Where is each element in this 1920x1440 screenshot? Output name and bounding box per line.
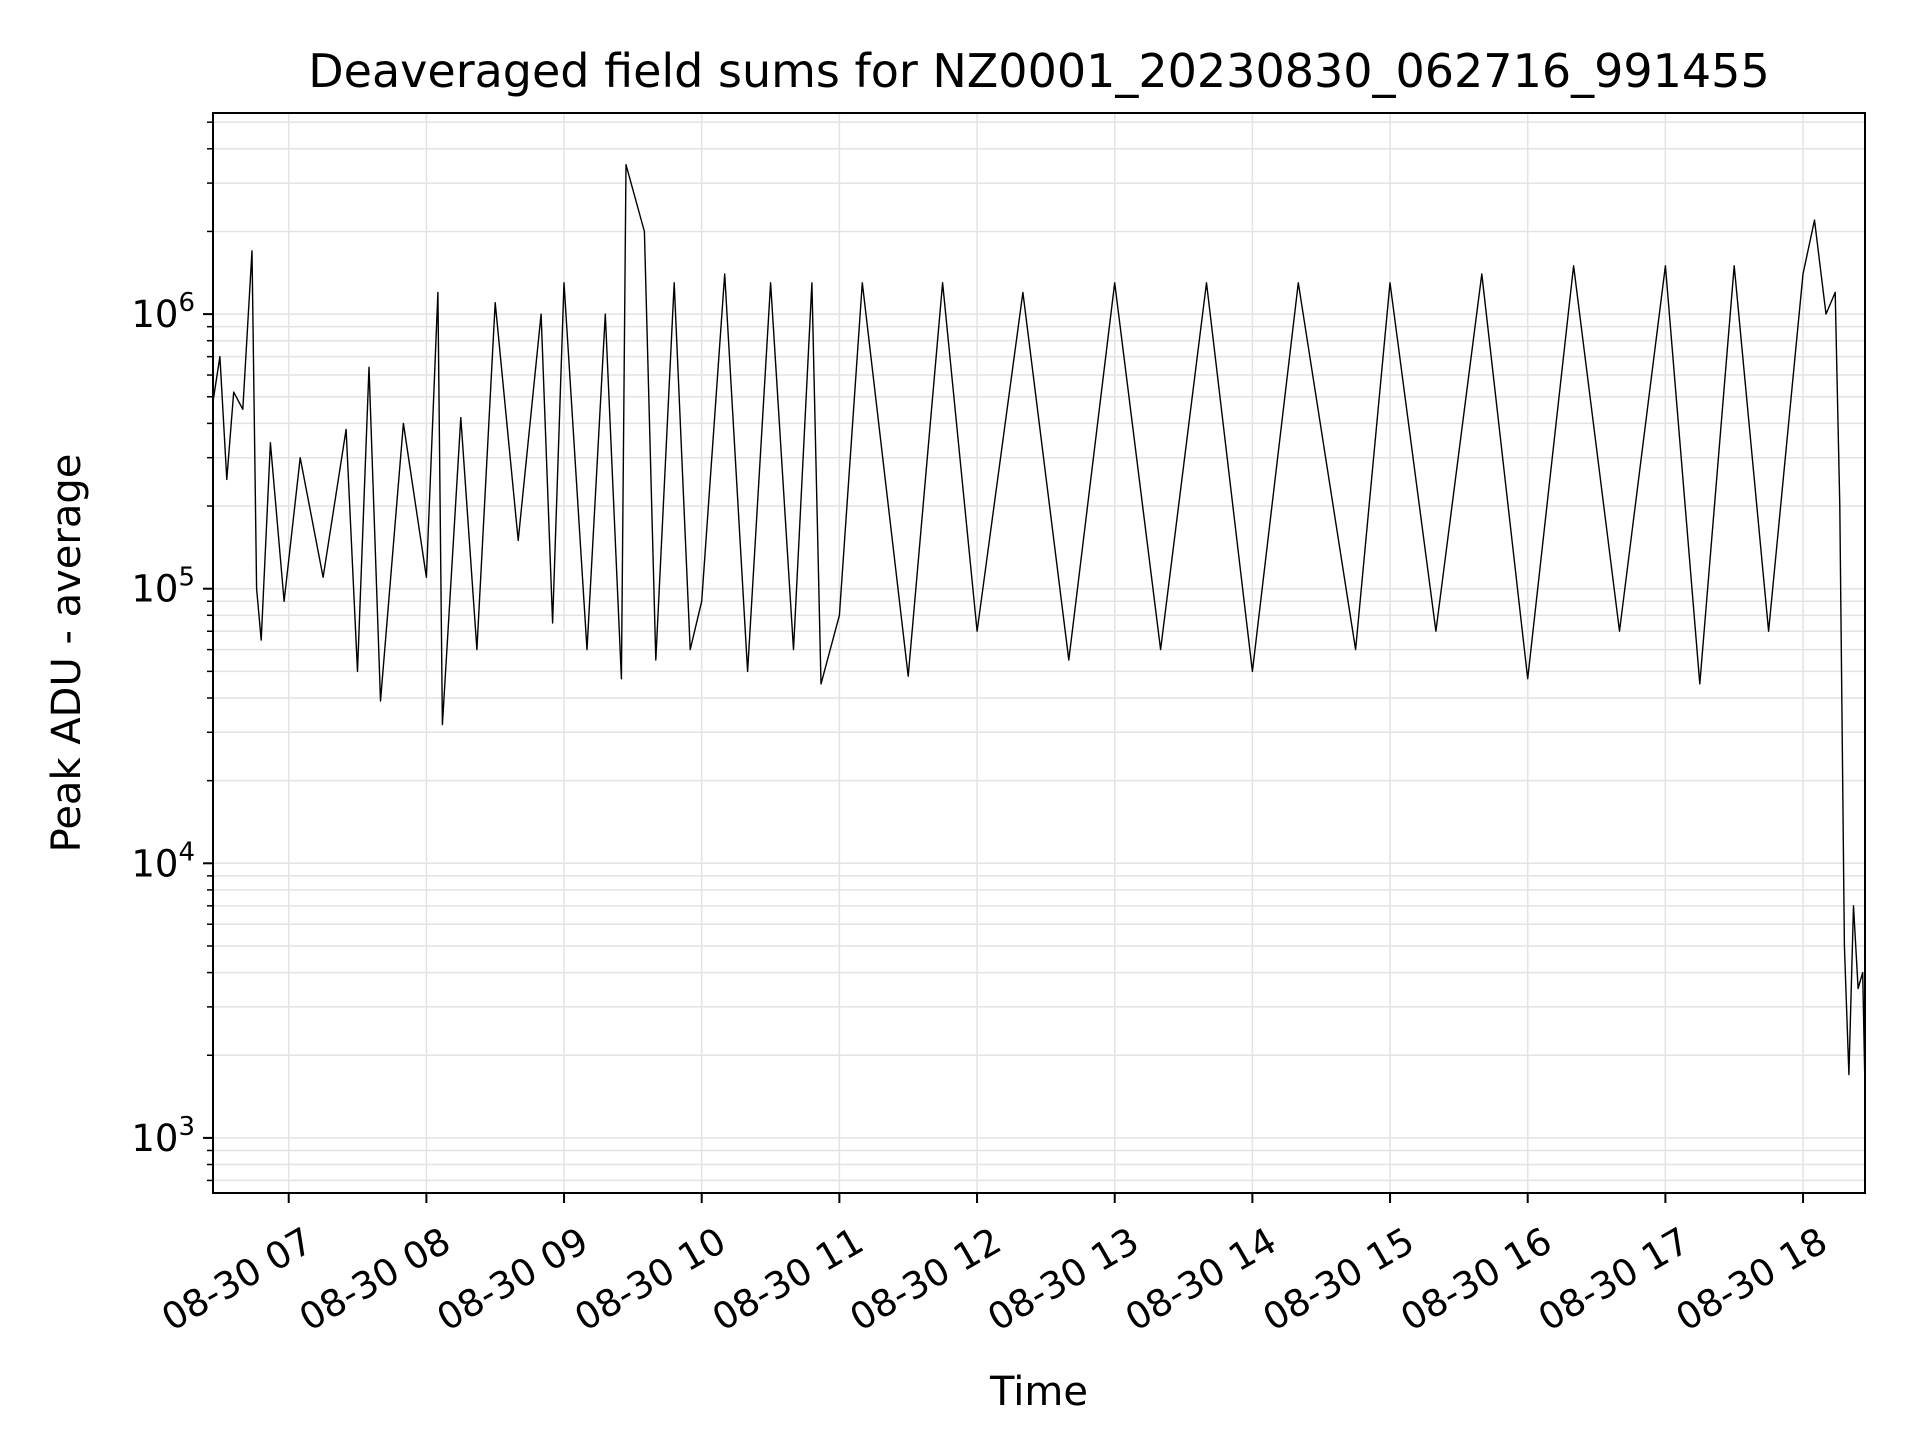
series-line — [212, 163, 1866, 1090]
y-tick-label: 105 — [131, 563, 195, 611]
plot-area-frame — [212, 112, 1866, 1194]
y-axis-ticks: 103 104 105 106 — [131, 121, 213, 1182]
y-tick-label: 106 — [131, 288, 195, 336]
chart-title: Deaveraged field sums for NZ0001_2023083… — [308, 44, 1769, 98]
x-axis-label: Time — [989, 1369, 1088, 1415]
data-series — [212, 163, 1866, 1090]
y-tick-label: 103 — [131, 1112, 195, 1160]
y-tick-label: 104 — [131, 837, 195, 885]
y-axis-label: Peak ADU - average — [44, 454, 90, 853]
